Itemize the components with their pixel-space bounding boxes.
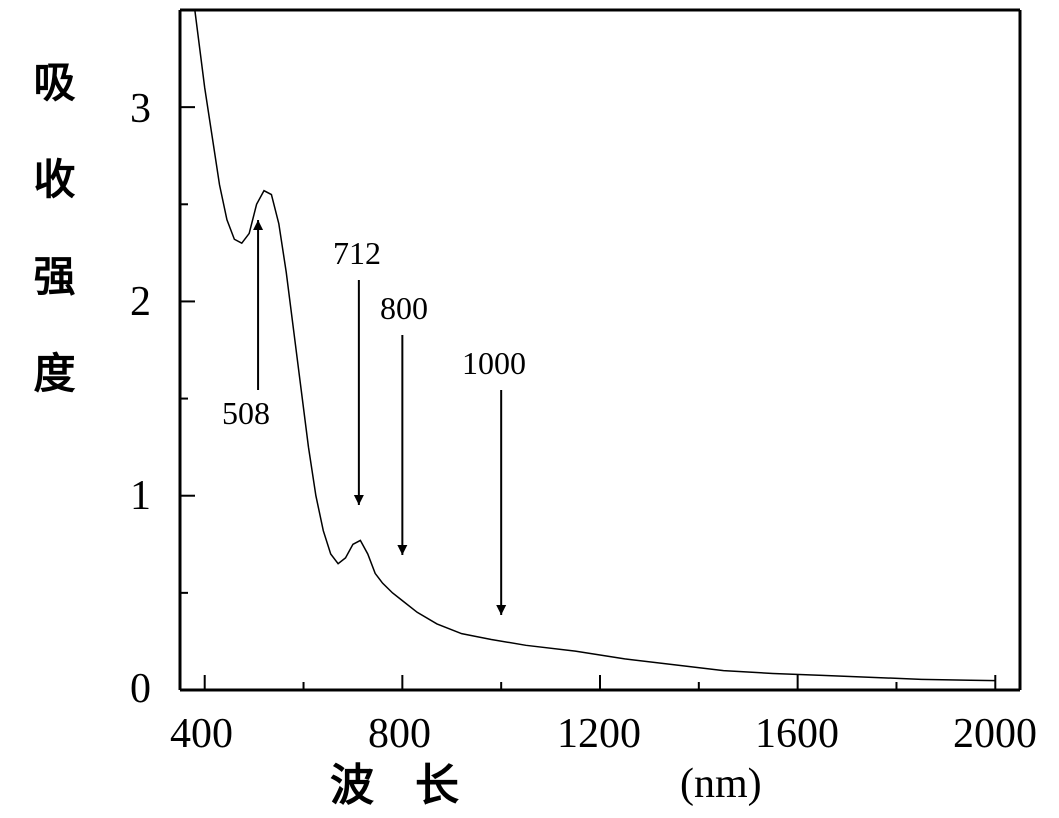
absorption-spectrum-chart: 吸收强度 波 长 (nm) 0 1 2 3 400 800 1200 1600 … (0, 0, 1059, 818)
chart-svg (0, 0, 1059, 818)
